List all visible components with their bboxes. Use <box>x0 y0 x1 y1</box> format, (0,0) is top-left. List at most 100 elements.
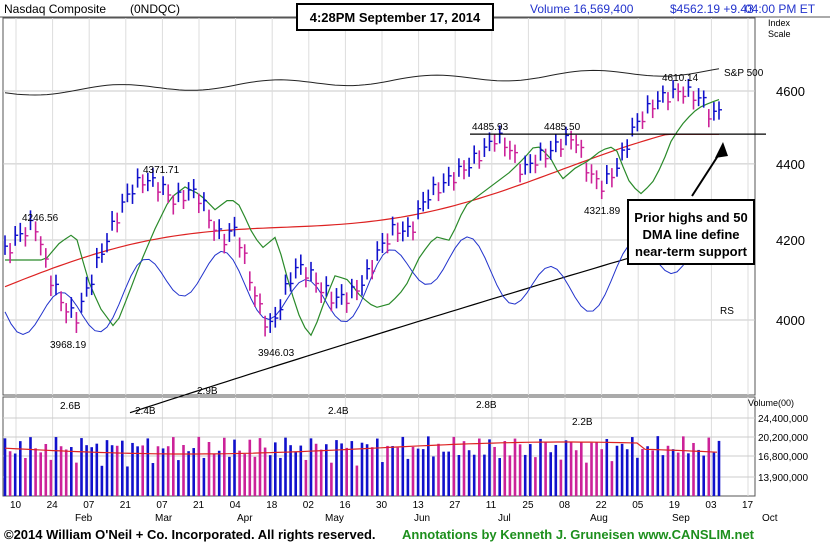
volume-peak-label: 2.4B <box>328 406 349 417</box>
volume-bar <box>641 448 644 496</box>
volume-bar <box>217 450 221 496</box>
volume-bar <box>457 455 461 496</box>
volume-bar <box>243 454 246 496</box>
volume-bar <box>472 454 476 496</box>
volume-bar <box>620 443 624 496</box>
volume-bar <box>676 452 680 496</box>
x-day-tick-label: 17 <box>742 500 754 511</box>
volume-bar <box>600 449 603 496</box>
volume-bar <box>529 444 532 496</box>
x-day-tick-label: 07 <box>83 500 95 511</box>
volume-bar <box>299 445 303 496</box>
volume-bar <box>49 459 53 496</box>
volume-bar <box>636 457 639 496</box>
volume-bar <box>350 441 354 496</box>
volume-bar <box>141 445 144 496</box>
volume-bar <box>625 449 629 496</box>
volume-bar <box>197 436 201 496</box>
volume-bar <box>646 446 649 496</box>
volume-bar <box>376 438 379 496</box>
volume-bar <box>90 447 93 496</box>
relative-strength-line <box>4 222 720 336</box>
volume-bar <box>182 445 185 496</box>
x-day-tick-label: 19 <box>669 500 681 511</box>
volume-bar <box>29 437 32 496</box>
volume-bar <box>136 446 139 496</box>
price-tick-label: 4200 <box>776 233 805 248</box>
volume-bar <box>325 444 328 496</box>
volume-bar <box>95 443 99 496</box>
volume-bar <box>386 445 389 496</box>
price-annotation-label: 3946.03 <box>258 348 295 359</box>
volume-bar <box>692 442 695 496</box>
price-annotation-label: 4485.50 <box>544 122 581 133</box>
volume-bar <box>590 442 593 496</box>
volume-bar <box>554 444 558 496</box>
volume-bar <box>595 442 598 496</box>
volume-bar <box>121 440 124 496</box>
volume-bar <box>467 450 471 496</box>
volume-bar <box>381 462 384 496</box>
x-day-tick-label: 24 <box>47 500 59 511</box>
volume-bar <box>228 456 231 496</box>
volume-bar <box>488 439 491 496</box>
volume-bar <box>656 436 660 496</box>
index-symbol: (0NDQC) <box>130 2 180 16</box>
volume-bar <box>503 441 507 496</box>
volume-bar <box>202 457 206 496</box>
volume-bar <box>105 440 109 496</box>
rs-label: RS <box>720 306 734 317</box>
callout-text: Prior highs and 50 <box>634 210 747 225</box>
x-month-label: Jul <box>498 513 511 524</box>
volume-bar <box>651 450 654 496</box>
volume-bar <box>131 442 134 496</box>
volume-bar <box>172 437 175 496</box>
x-day-tick-label: 11 <box>486 500 497 511</box>
volume-bar <box>207 442 211 496</box>
long-term-ma-line <box>129 230 723 414</box>
volume-bar <box>335 440 338 496</box>
volume-bar <box>559 459 563 496</box>
volume-bar <box>549 452 552 496</box>
volume-axis-title: Volume(00) <box>748 398 794 408</box>
x-day-tick-label: 18 <box>266 500 278 511</box>
x-day-tick-label: 21 <box>120 500 132 511</box>
volume-bar <box>212 454 216 496</box>
x-day-tick-label: 10 <box>10 500 22 511</box>
price-annotation-label: 3968.19 <box>50 340 87 351</box>
volume-readout: Volume 16,569,400 <box>530 2 634 16</box>
volume-bar <box>462 441 466 496</box>
copyright-text: ©2014 William O'Neil + Co. Incorporated.… <box>4 527 376 542</box>
x-month-label: Aug <box>590 513 608 524</box>
volume-bar <box>442 451 445 496</box>
volume-bar <box>284 437 287 496</box>
footer-bar: ©2014 William O'Neil + Co. Incorporated.… <box>0 524 830 546</box>
volume-bar <box>177 460 180 496</box>
volume-bar <box>631 437 634 496</box>
callout-box <box>627 199 755 265</box>
price-tick-label: 4000 <box>776 313 805 328</box>
x-day-tick-label: 16 <box>339 500 351 511</box>
volume-bar <box>452 436 456 496</box>
volume-bar <box>8 451 12 496</box>
x-month-label: Jun <box>414 513 430 524</box>
volume-bar <box>483 454 486 496</box>
price-annotation-label: 4485.93 <box>472 122 509 133</box>
x-day-tick-label: 30 <box>376 500 388 511</box>
x-day-tick-label: 07 <box>156 500 168 511</box>
volume-bar <box>13 453 17 496</box>
sp500-label: S&P 500 <box>724 68 764 79</box>
volume-bar <box>671 449 675 496</box>
volume-bar <box>534 457 537 496</box>
timestamp-box <box>296 3 494 31</box>
volume-bar <box>564 440 568 496</box>
sp500-line <box>4 68 720 96</box>
volume-bar <box>151 463 155 496</box>
price-tick-label: 4400 <box>776 157 805 172</box>
index-name: Nasdaq Composite <box>4 2 106 16</box>
price-annotation-label: 4321.89 <box>584 206 621 217</box>
volume-bar <box>707 437 711 496</box>
price-annotation-label: 4371.71 <box>143 165 180 176</box>
